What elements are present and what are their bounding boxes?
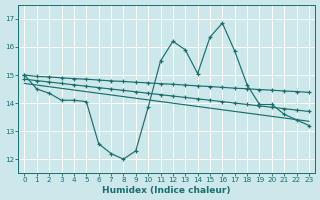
- X-axis label: Humidex (Indice chaleur): Humidex (Indice chaleur): [102, 186, 231, 195]
